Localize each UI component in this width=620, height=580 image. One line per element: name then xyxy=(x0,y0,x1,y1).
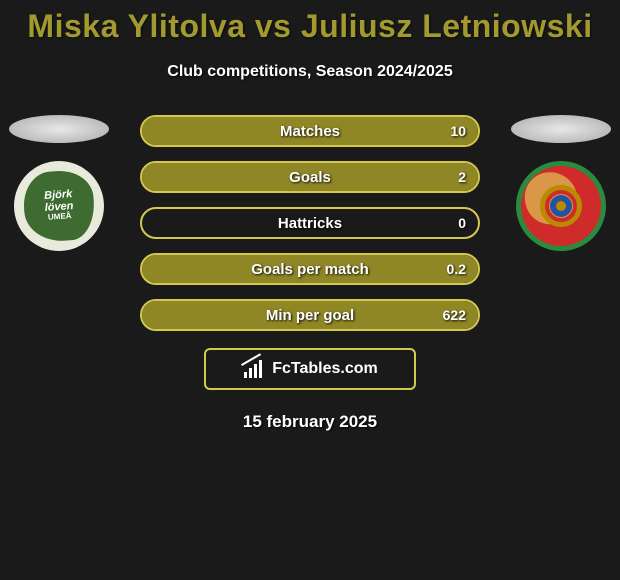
stat-value-right: 622 xyxy=(443,307,466,323)
player-right-avatar-placeholder xyxy=(511,115,611,143)
stat-row-matches: Matches 10 xyxy=(140,115,480,147)
club-badge-left[interactable]: Björk löven UMEÅ xyxy=(14,161,104,251)
stat-label: Hattricks xyxy=(142,215,478,232)
date-line: 15 february 2025 xyxy=(0,412,620,432)
stat-row-hattricks: Hattricks 0 xyxy=(140,207,480,239)
club-left-line3: UMEÅ xyxy=(48,213,72,223)
stats-area: Björk löven UMEÅ xyxy=(0,115,620,330)
club-right-target-icon xyxy=(540,185,582,227)
stat-label: Min per goal xyxy=(142,307,478,324)
stat-row-goals-per-match: Goals per match 0.2 xyxy=(140,253,480,285)
player-right-profile xyxy=(506,115,616,251)
stat-row-min-per-goal: Min per goal 622 xyxy=(140,299,480,331)
bar-chart-icon xyxy=(242,360,264,378)
stat-row-goals: Goals 2 xyxy=(140,161,480,193)
stat-value-right: 2 xyxy=(458,169,466,185)
stat-bars: Matches 10 Goals 2 Hattricks 0 xyxy=(140,115,480,345)
player-left-profile: Björk löven UMEÅ xyxy=(4,115,114,251)
stat-value-right: 10 xyxy=(450,123,466,139)
brand-link[interactable]: FcTables.com xyxy=(204,348,416,390)
player-left-avatar-placeholder xyxy=(9,115,109,143)
club-badge-right[interactable] xyxy=(516,161,606,251)
h2h-widget: Miska Ylitolva vs Juliusz Letniowski Clu… xyxy=(0,0,620,580)
club-badge-left-leaf: Björk löven UMEÅ xyxy=(22,169,97,244)
stat-value-right: 0 xyxy=(458,215,466,231)
season-subtitle: Club competitions, Season 2024/2025 xyxy=(0,63,620,81)
stat-label: Goals per match xyxy=(142,261,478,278)
page-title: Miska Ylitolva vs Juliusz Letniowski xyxy=(0,0,620,45)
brand-text: FcTables.com xyxy=(272,360,378,378)
stat-label: Matches xyxy=(142,123,478,140)
stat-value-right: 0.2 xyxy=(447,261,466,277)
stat-label: Goals xyxy=(142,169,478,186)
